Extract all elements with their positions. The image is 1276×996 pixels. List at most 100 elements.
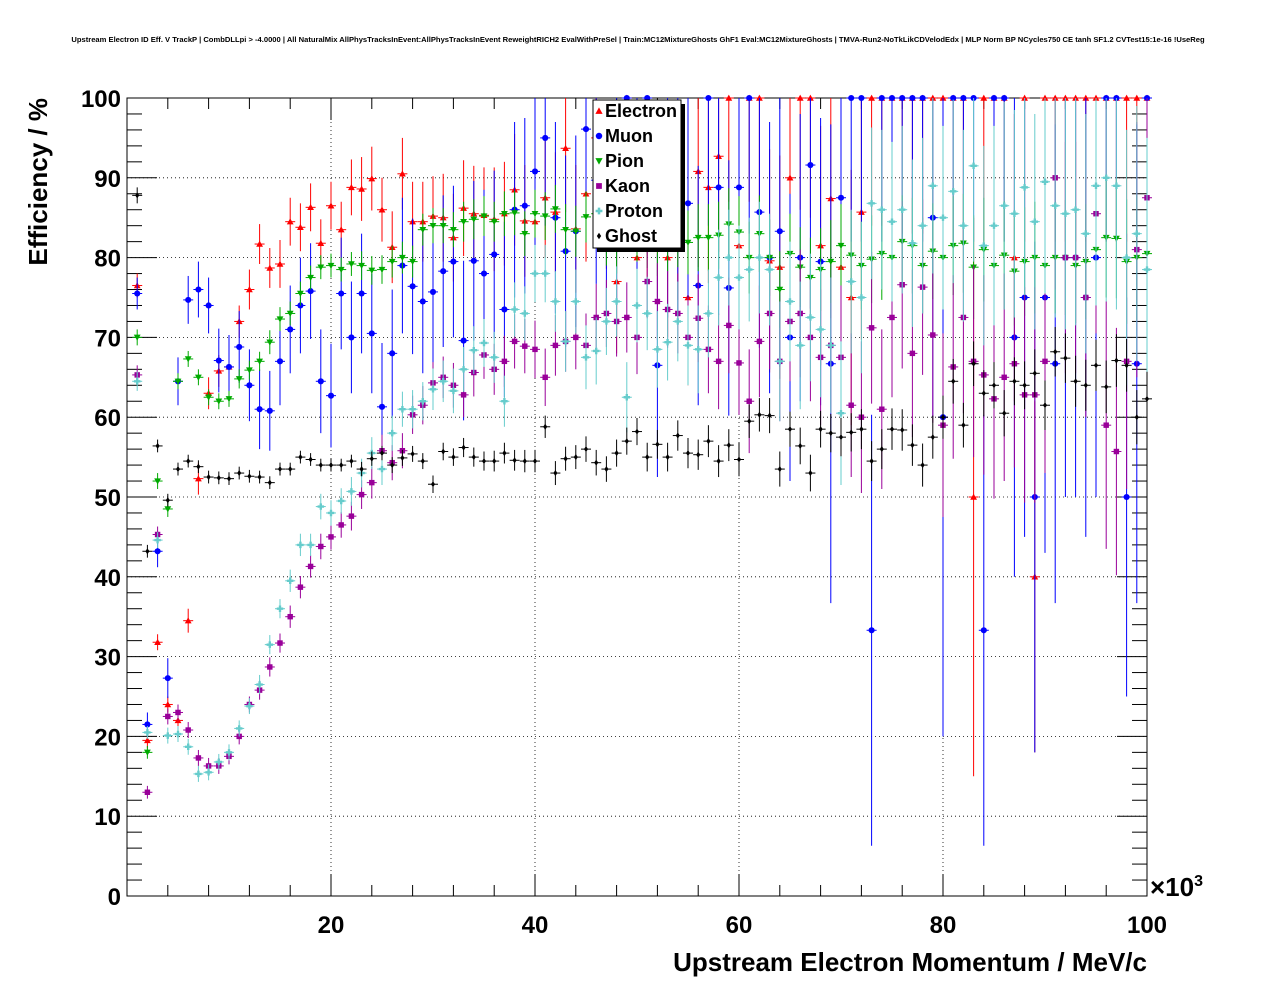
pion-point bbox=[246, 367, 253, 374]
y-tick-label: 0 bbox=[108, 884, 121, 911]
pion-point bbox=[215, 398, 223, 405]
pion-point bbox=[184, 356, 192, 363]
ghost-point bbox=[502, 450, 507, 457]
electron-point bbox=[786, 174, 794, 181]
proton-point bbox=[276, 605, 284, 612]
muon-point bbox=[491, 251, 498, 258]
proton-point bbox=[694, 346, 702, 353]
pion-point bbox=[174, 378, 182, 385]
proton-point bbox=[766, 266, 773, 273]
x-tick-label: 40 bbox=[522, 912, 549, 939]
proton-point bbox=[664, 338, 671, 346]
proton-point bbox=[715, 274, 722, 281]
muon-point bbox=[858, 94, 865, 102]
pion-point bbox=[705, 234, 712, 242]
proton-point bbox=[858, 294, 865, 301]
kaon-point bbox=[542, 374, 548, 381]
proton-point bbox=[490, 354, 498, 361]
proton-point bbox=[674, 318, 682, 325]
kaon-point bbox=[318, 543, 324, 550]
muon-point bbox=[460, 337, 467, 344]
pion-point bbox=[337, 266, 345, 273]
ghost-point bbox=[828, 430, 833, 437]
muon-point bbox=[776, 228, 783, 235]
legend-marker-electron bbox=[595, 107, 603, 114]
proton-point bbox=[154, 536, 161, 544]
ghost-point bbox=[726, 442, 731, 449]
ghost-point bbox=[706, 438, 711, 445]
pion-point bbox=[317, 264, 325, 271]
ghost-point bbox=[400, 454, 405, 461]
proton-point bbox=[1072, 206, 1079, 213]
pion-point bbox=[501, 210, 508, 218]
kaon-point bbox=[307, 563, 314, 570]
kaon-point bbox=[726, 322, 732, 329]
electron-point bbox=[307, 203, 314, 211]
kaon-point bbox=[369, 479, 375, 486]
electron-point bbox=[1082, 94, 1090, 101]
ghost-point bbox=[838, 434, 844, 441]
ghost-point bbox=[981, 390, 986, 397]
muon-point bbox=[848, 94, 855, 102]
muon-point bbox=[715, 184, 722, 191]
proton-point bbox=[807, 314, 814, 321]
muon-point bbox=[868, 627, 875, 634]
proton-point bbox=[144, 729, 151, 736]
electron-point bbox=[807, 94, 814, 101]
muon-point bbox=[225, 363, 233, 370]
pion-point bbox=[399, 254, 406, 261]
muon-point bbox=[807, 161, 814, 169]
muon-point bbox=[450, 258, 457, 265]
proton-point bbox=[837, 409, 845, 417]
muon-point bbox=[746, 94, 753, 102]
proton-point bbox=[429, 386, 437, 393]
proton-point bbox=[919, 222, 926, 229]
kaon-point bbox=[1113, 448, 1120, 455]
kaon-point bbox=[185, 727, 191, 733]
proton-point bbox=[256, 681, 263, 688]
electron-point bbox=[1072, 94, 1079, 101]
ghost-point bbox=[900, 426, 905, 434]
electron-point bbox=[725, 94, 733, 101]
ghost-point bbox=[451, 454, 456, 461]
kaon-point bbox=[338, 522, 344, 528]
y-tick-label: 20 bbox=[94, 724, 121, 751]
proton-point bbox=[868, 200, 875, 207]
muon-point bbox=[338, 290, 345, 297]
electron-point bbox=[378, 206, 386, 213]
pion-point bbox=[266, 339, 274, 346]
pion-point bbox=[358, 262, 365, 269]
ghost-point bbox=[747, 418, 752, 425]
pion-point bbox=[205, 394, 212, 401]
y-axis-title: Efficiency / % bbox=[23, 98, 53, 266]
electron-point bbox=[1051, 94, 1059, 101]
pion-point bbox=[694, 234, 702, 242]
proton-point bbox=[756, 254, 763, 261]
pion-point bbox=[368, 267, 376, 274]
muon-point bbox=[582, 126, 590, 133]
ghost-point bbox=[1104, 383, 1109, 390]
ghost-point bbox=[267, 479, 272, 486]
ghost-point bbox=[247, 473, 252, 480]
ghost-point bbox=[808, 470, 813, 477]
ghost-point bbox=[318, 462, 323, 469]
electron-point bbox=[562, 144, 569, 151]
ghost-point bbox=[859, 426, 864, 433]
electron-point bbox=[868, 94, 875, 101]
electron-point bbox=[256, 240, 263, 247]
muon-point bbox=[348, 334, 355, 341]
electron-point bbox=[796, 94, 804, 101]
ghost-point bbox=[145, 548, 150, 555]
pion-point bbox=[235, 376, 243, 383]
electron-point bbox=[756, 94, 763, 101]
legend-marker-pion bbox=[595, 158, 603, 165]
proton-point bbox=[1021, 184, 1028, 191]
muon-point bbox=[919, 94, 926, 102]
series-pion bbox=[132, 177, 1152, 759]
kaon-point bbox=[756, 338, 763, 345]
kaon-point bbox=[532, 346, 538, 353]
ghost-point bbox=[767, 412, 772, 419]
proton-point bbox=[878, 206, 886, 213]
electron-point bbox=[939, 94, 947, 101]
